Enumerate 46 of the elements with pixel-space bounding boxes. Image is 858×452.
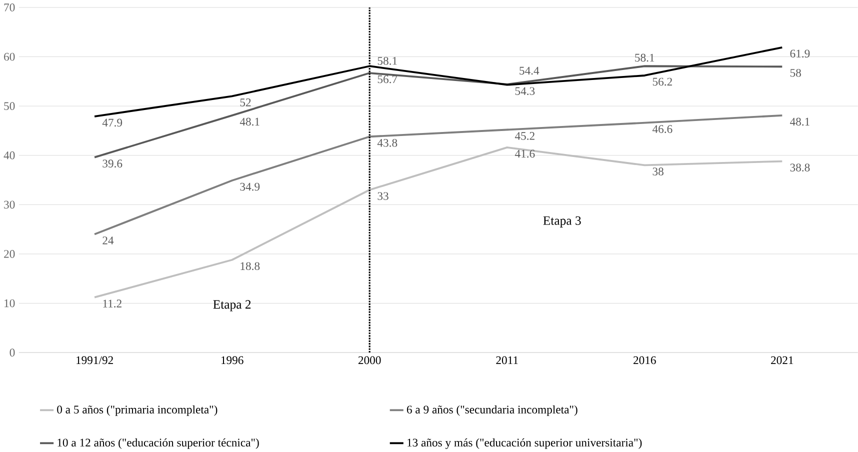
data-label: 52 [240,98,251,106]
y-tick-label: 50 [4,102,15,110]
data-label: 24 [102,236,114,244]
data-label: 41.6 [514,150,535,158]
data-label: 48.1 [790,118,810,126]
data-label: 46.6 [652,125,672,133]
data-label: 18.8 [240,262,260,270]
data-label: 56.2 [652,78,672,86]
data-label: 11.2 [103,300,122,308]
y-tick-label: 30 [4,200,15,208]
data-label: 58.1 [378,56,397,65]
data-label: 58 [790,68,801,77]
data-label: 58.1 [635,54,654,62]
data-label: 56.7 [378,75,398,84]
y-tick-label: 0 [10,348,15,356]
x-tick-label: 2016 [634,356,656,364]
y-tick-label: 40 [4,151,15,160]
x-tick-label: 2000 [358,356,381,364]
data-label: 54.3 [515,87,535,95]
y-tick-label: 10 [4,299,15,308]
annotation: Etapa 3 [543,216,581,228]
x-tick-label: 1996 [221,356,244,364]
data-label: 47.9 [102,118,122,126]
data-label: 61.9 [790,50,810,58]
data-label: 39.6 [102,160,122,168]
line-series [94,65,784,158]
y-tick-label: 70 [4,3,15,12]
legend-label: 10 a 12 años ("educación superior técnica") [58,438,259,449]
line-series [94,146,784,298]
x-tick-label: 2021 [771,356,794,364]
y-tick-label: 60 [4,52,15,61]
x-tick-label: 2011 [496,356,518,364]
data-label: 45.2 [514,132,534,140]
legend-label: 0 a 5 años ("primaria incompleta") [57,405,218,416]
annotation: Etapa 2 [213,300,251,312]
legend-label: 13 años y más ("educación superior universitaria") [407,438,642,449]
data-label: 38 [652,167,664,176]
legend-label: 6 a 9 años ("secundaria incompleta") [406,405,578,416]
data-label: 48.1 [240,118,260,126]
data-label: 33 [378,192,388,200]
data-label: 54.4 [520,66,540,75]
data-label: 43.8 [377,138,398,147]
y-tick-label: 20 [4,250,15,258]
data-label: 38.8 [790,164,810,172]
x-tick-label: 1991/92 [76,356,113,364]
data-label: 34.9 [240,182,260,191]
